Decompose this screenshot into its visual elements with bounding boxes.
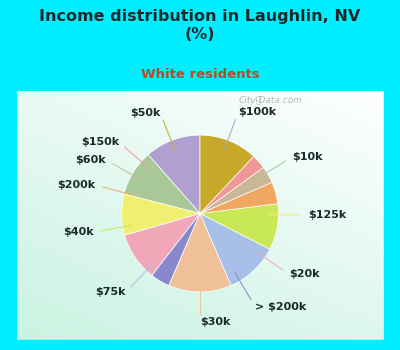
Text: White residents: White residents [141,68,259,81]
Text: $125k: $125k [308,210,346,220]
Text: $100k: $100k [238,107,276,117]
Wedge shape [200,214,270,286]
Text: $75k: $75k [96,287,126,298]
Text: $10k: $10k [292,152,323,162]
Wedge shape [200,167,272,214]
Wedge shape [200,182,278,213]
Wedge shape [152,214,200,286]
Wedge shape [148,135,200,214]
Text: $150k: $150k [81,137,119,147]
Wedge shape [200,204,278,249]
Text: $50k: $50k [130,108,160,118]
Wedge shape [200,135,254,214]
Bar [0,340,400,350]
Wedge shape [169,214,231,292]
Wedge shape [122,194,200,235]
Wedge shape [124,155,200,214]
Text: ⓘ: ⓘ [255,96,261,105]
Bar [384,91,400,350]
Text: > $200k: > $200k [255,302,306,312]
Text: $60k: $60k [75,155,106,165]
Wedge shape [200,156,264,214]
Bar [0,91,16,350]
Wedge shape [125,214,200,275]
Text: $20k: $20k [290,269,320,279]
Text: $200k: $200k [58,180,96,190]
Text: $30k: $30k [200,317,230,327]
Text: City-Data.com: City-Data.com [239,96,303,105]
Text: $40k: $40k [63,227,94,237]
Text: Income distribution in Laughlin, NV
(%): Income distribution in Laughlin, NV (%) [39,9,361,42]
